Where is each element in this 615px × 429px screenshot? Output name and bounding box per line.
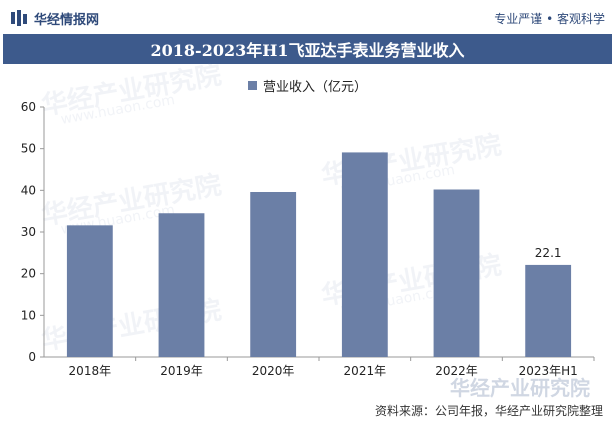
tagline: 专业严谨 • 客观科学 [494,12,605,26]
brand: 华经情报网 [10,9,100,28]
x-tick-label: 2018年 [69,364,112,378]
x-tick-label: 2021年 [344,364,387,378]
bar [341,152,388,357]
bar [250,192,297,357]
top-bar: 华经情报网 专业严谨 • 客观科学 [0,0,615,34]
legend-swatch [247,80,257,90]
bar [525,264,572,357]
y-tick-label: 60 [21,100,36,114]
legend: 营业收入（亿元） [0,76,615,95]
x-tick-label: 2019年 [160,364,203,378]
brand-logo-icon [11,10,27,26]
bar [158,213,205,357]
brand-name: 华经情报网 [34,12,100,28]
y-tick-label: 0 [28,350,36,364]
title-bar: 2018-2023年H1飞亚达手表业务营业收入 [3,34,612,64]
y-tick-label: 30 [21,225,36,239]
x-tick-label: 2023年H1 [519,364,578,378]
bar [433,189,480,357]
data-label: 22.1 [535,246,562,260]
x-tick-label: 2022年 [435,364,478,378]
legend-label: 营业收入（亿元） [262,79,367,95]
chart-title: 2018-2023年H1飞亚达手表业务营业收入 [150,41,465,60]
source-note: 资料来源：公司年报，华经产业研究院整理 [374,404,603,418]
x-tick-label: 2020年 [252,364,295,378]
y-tick-label: 10 [21,308,36,322]
bar [66,225,113,357]
y-tick-label: 20 [21,267,36,281]
y-tick-label: 50 [21,142,36,156]
y-tick-label: 40 [21,183,36,197]
